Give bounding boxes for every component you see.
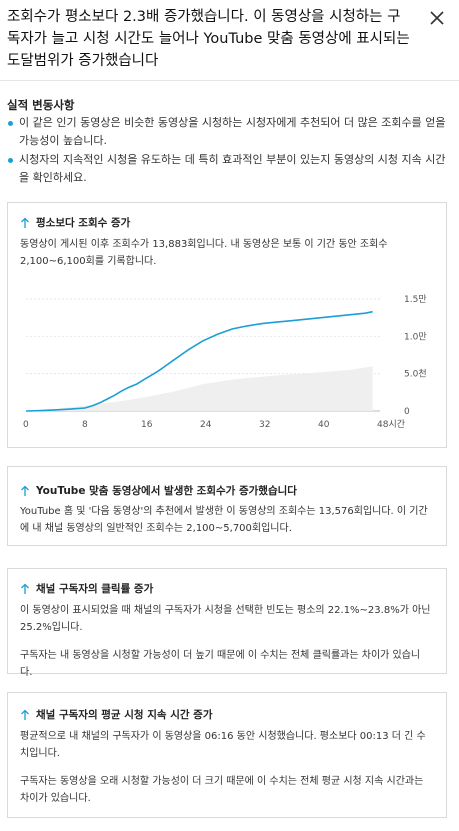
insight-card-views: 평소보다 조회수 증가 동영상이 게시된 이후 조회수가 13,883회입니다.…	[7, 202, 447, 448]
y-tick-label: 1.5만	[404, 294, 427, 305]
x-tick-label: 16	[141, 420, 153, 430]
card-note: 구독자는 내 동영상을 시청할 가능성이 더 높기 때문에 이 수치는 전체 클…	[20, 650, 421, 678]
page-title: 조회수가 평소보다 2.3배 증가했습니다. 이 동영상을 시청하는 구독자가 …	[7, 9, 410, 69]
card-note: 구독자는 동영상을 오래 시청할 가능성이 더 크기 때문에 이 수치는 전체 …	[20, 776, 424, 804]
list-item: 이 같은 인기 동영상은 비슷한 동영상을 시청하는 시청자에게 추천되어 더 …	[7, 114, 447, 150]
arrow-up-icon	[21, 485, 29, 496]
arrow-up-icon	[21, 583, 29, 594]
insight-card-ctr: 채널 구독자의 클릭률 증가 이 동영상이 표시되었을 때 채널의 구독자가 시…	[7, 568, 447, 678]
card-body: YouTube 홈 및 '다음 동영상'의 추천에서 발생한 이 동영상의 조회…	[20, 506, 428, 534]
card-body: 동영상이 게시된 이후 조회수가 13,883회입니다. 내 동영상은 보통 이…	[20, 239, 388, 267]
insight-card-recommended: YouTube 맞춤 동영상에서 발생한 조회수가 증가했습니다 YouTube…	[7, 466, 447, 546]
card-body: 평균적으로 내 채널의 구독자가 이 동영상을 06:16 동안 시청했습니다.…	[20, 731, 426, 759]
card-title: 채널 구독자의 평균 시청 지속 시간 증가	[36, 709, 213, 721]
x-tick-label: 32	[259, 420, 270, 430]
summary-list: 이 같은 인기 동영상은 비슷한 동영상을 시청하는 시청자에게 추천되어 더 …	[7, 114, 447, 188]
card-header: 채널 구독자의 클릭률 증가	[20, 581, 153, 596]
x-tick-label: 8	[82, 420, 88, 430]
x-tick-label: 24	[200, 420, 212, 430]
insight-card-duration: 채널 구독자의 평균 시청 지속 시간 증가 평균적으로 내 채널의 구독자가 …	[7, 692, 447, 818]
card-body: 이 동영상이 표시되었을 때 채널의 구독자가 시청을 선택한 빈도는 평소의 …	[20, 605, 431, 633]
x-tick-label: 0	[23, 420, 29, 430]
card-title: YouTube 맞춤 동영상에서 발생한 조회수가 증가했습니다	[36, 485, 297, 497]
close-button[interactable]	[425, 6, 449, 30]
x-tick-label: 48시간	[377, 419, 405, 430]
y-tick-label: 1.0만	[404, 331, 427, 342]
typical-range-band	[26, 366, 373, 411]
card-title: 평소보다 조회수 증가	[36, 217, 131, 229]
list-item-text: 시청자의 지속적인 시청을 유도하는 데 특히 효과적인 부분이 있는지 동영상…	[19, 153, 446, 184]
card-header: YouTube 맞춤 동영상에서 발생한 조회수가 증가했습니다	[20, 483, 297, 498]
close-icon[interactable]	[425, 6, 449, 30]
x-tick-label: 40	[318, 420, 330, 430]
card-title: 채널 구독자의 클릭률 증가	[36, 583, 154, 595]
views-series-line	[25, 310, 373, 412]
section-heading: 실적 변동사항	[7, 98, 75, 112]
arrow-up-icon	[21, 217, 29, 228]
list-item: 시청자의 지속적인 시청을 유도하는 데 특히 효과적인 부분이 있는지 동영상…	[7, 151, 447, 187]
y-tick-label: 5.0천	[404, 369, 427, 380]
list-item-text: 이 같은 인기 동영상은 비슷한 동영상을 시청하는 시청자에게 추천되어 더 …	[19, 116, 446, 147]
card-header: 평소보다 조회수 증가	[20, 215, 130, 230]
card-header: 채널 구독자의 평균 시청 지속 시간 증가	[20, 707, 213, 722]
y-tick-label: 0	[404, 407, 410, 417]
dialog-header: 조회수가 평소보다 2.3배 증가했습니다. 이 동영상을 시청하는 구독자가 …	[0, 0, 459, 81]
views-line-chart: 0 5.0천 1.0만 1.5만 0 8 16 24 32 40 48시간	[23, 294, 427, 430]
bullet-dot	[8, 121, 13, 126]
arrow-up-icon	[21, 709, 29, 720]
bullet-dot	[8, 158, 13, 163]
